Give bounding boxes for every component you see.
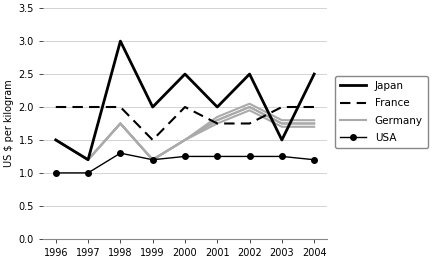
- Germany: [247, 105, 252, 108]
- USA: [182, 155, 187, 158]
- USA: [85, 171, 91, 174]
- Line: Japan: Japan: [56, 41, 314, 160]
- Germany: [118, 122, 123, 125]
- France: [312, 105, 317, 108]
- Line: France: France: [56, 107, 314, 140]
- France: [150, 138, 155, 141]
- Germany: [215, 119, 220, 122]
- USA: [215, 155, 220, 158]
- Germany: [312, 122, 317, 125]
- USA: [53, 171, 58, 174]
- Japan: [118, 40, 123, 43]
- France: [85, 105, 91, 108]
- Japan: [215, 105, 220, 108]
- Japan: [247, 73, 252, 76]
- USA: [279, 155, 285, 158]
- Germany: [150, 158, 155, 161]
- USA: [312, 158, 317, 161]
- Germany: [279, 122, 285, 125]
- France: [279, 105, 285, 108]
- Japan: [182, 73, 187, 76]
- USA: [150, 158, 155, 161]
- France: [215, 122, 220, 125]
- France: [182, 105, 187, 108]
- Y-axis label: US $ per kilogram: US $ per kilogram: [4, 80, 14, 167]
- Japan: [312, 73, 317, 76]
- Line: USA: USA: [53, 150, 317, 176]
- Japan: [279, 138, 285, 141]
- USA: [118, 152, 123, 155]
- France: [53, 105, 58, 108]
- Japan: [53, 138, 58, 141]
- Japan: [150, 105, 155, 108]
- USA: [247, 155, 252, 158]
- Legend: Japan, France, Germany, USA: Japan, France, Germany, USA: [335, 76, 428, 148]
- Germany: [85, 158, 91, 161]
- Japan: [85, 158, 91, 161]
- Germany: [182, 138, 187, 141]
- Line: Germany: Germany: [56, 107, 314, 160]
- France: [247, 122, 252, 125]
- France: [118, 105, 123, 108]
- Germany: [53, 138, 58, 141]
